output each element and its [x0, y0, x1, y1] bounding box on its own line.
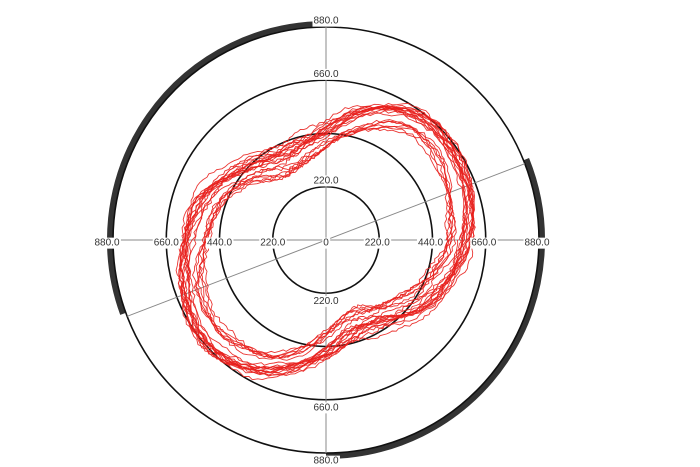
- tick-label-bottom-0-bg: [312, 295, 340, 307]
- series-loop: [191, 125, 457, 359]
- series-loop: [186, 112, 466, 370]
- tick-label-top-1: 660.0: [313, 69, 338, 80]
- tick-label-right-1-bg: [416, 237, 445, 249]
- series-loop: [178, 102, 476, 377]
- tick-label-top-2: 880.0: [313, 16, 338, 27]
- series-traces: [175, 102, 476, 381]
- tick-label-left-3-bg: [93, 237, 121, 249]
- highlight-arcs: [107, 21, 545, 459]
- series-loop: [178, 105, 475, 376]
- tick-label-top-0-bg: [312, 175, 340, 187]
- tick-label-left-1-bg: [205, 237, 234, 249]
- tick-label-bottom-2-bg: [312, 455, 340, 467]
- tick-labels: 0 220.0 440.0 660.0 880.0 220.0 440.0 660.0 880.…: [93, 15, 551, 467]
- highlight-arc-1: [325, 157, 545, 459]
- tick-label-top-1-bg: [312, 68, 340, 80]
- tick-label-right-3-bg: [523, 237, 551, 249]
- tick-label-center-bg: [322, 237, 331, 249]
- tick-label-left-2: 660.0: [154, 238, 179, 249]
- tick-label-bottom-0: 220.0: [313, 296, 338, 307]
- series-loop: [175, 103, 472, 381]
- tick-label-bottom-1-bg: [312, 402, 340, 414]
- tick-label-bottom-2: 880.0: [313, 456, 338, 467]
- tick-label-top-2-bg: [312, 15, 340, 27]
- series-loop: [201, 123, 453, 354]
- tick-label-right-0: 220.0: [365, 238, 390, 249]
- tick-label-right-3: 880.0: [524, 238, 549, 249]
- tick-label-left-3: 880.0: [94, 238, 119, 249]
- tick-label-right-2: 660.0: [471, 238, 496, 249]
- tick-label-left-0: 220.0: [260, 238, 285, 249]
- tick-label-right-2-bg: [470, 237, 498, 249]
- highlight-arc-0: [107, 21, 327, 315]
- tick-label-top-0: 220.0: [313, 175, 338, 186]
- tick-label-right-0-bg: [363, 237, 392, 249]
- series-loop: [187, 110, 467, 370]
- tick-label-right-1: 440.0: [418, 238, 443, 249]
- tick-label-left-1: 440.0: [207, 238, 232, 249]
- tick-label-bottom-1: 660.0: [313, 402, 338, 413]
- tick-label-center: 0: [323, 238, 329, 249]
- series-loop: [184, 106, 468, 371]
- tick-label-left-0-bg: [259, 237, 287, 249]
- series-loop: [181, 106, 474, 371]
- tick-label-left-2-bg: [152, 237, 181, 249]
